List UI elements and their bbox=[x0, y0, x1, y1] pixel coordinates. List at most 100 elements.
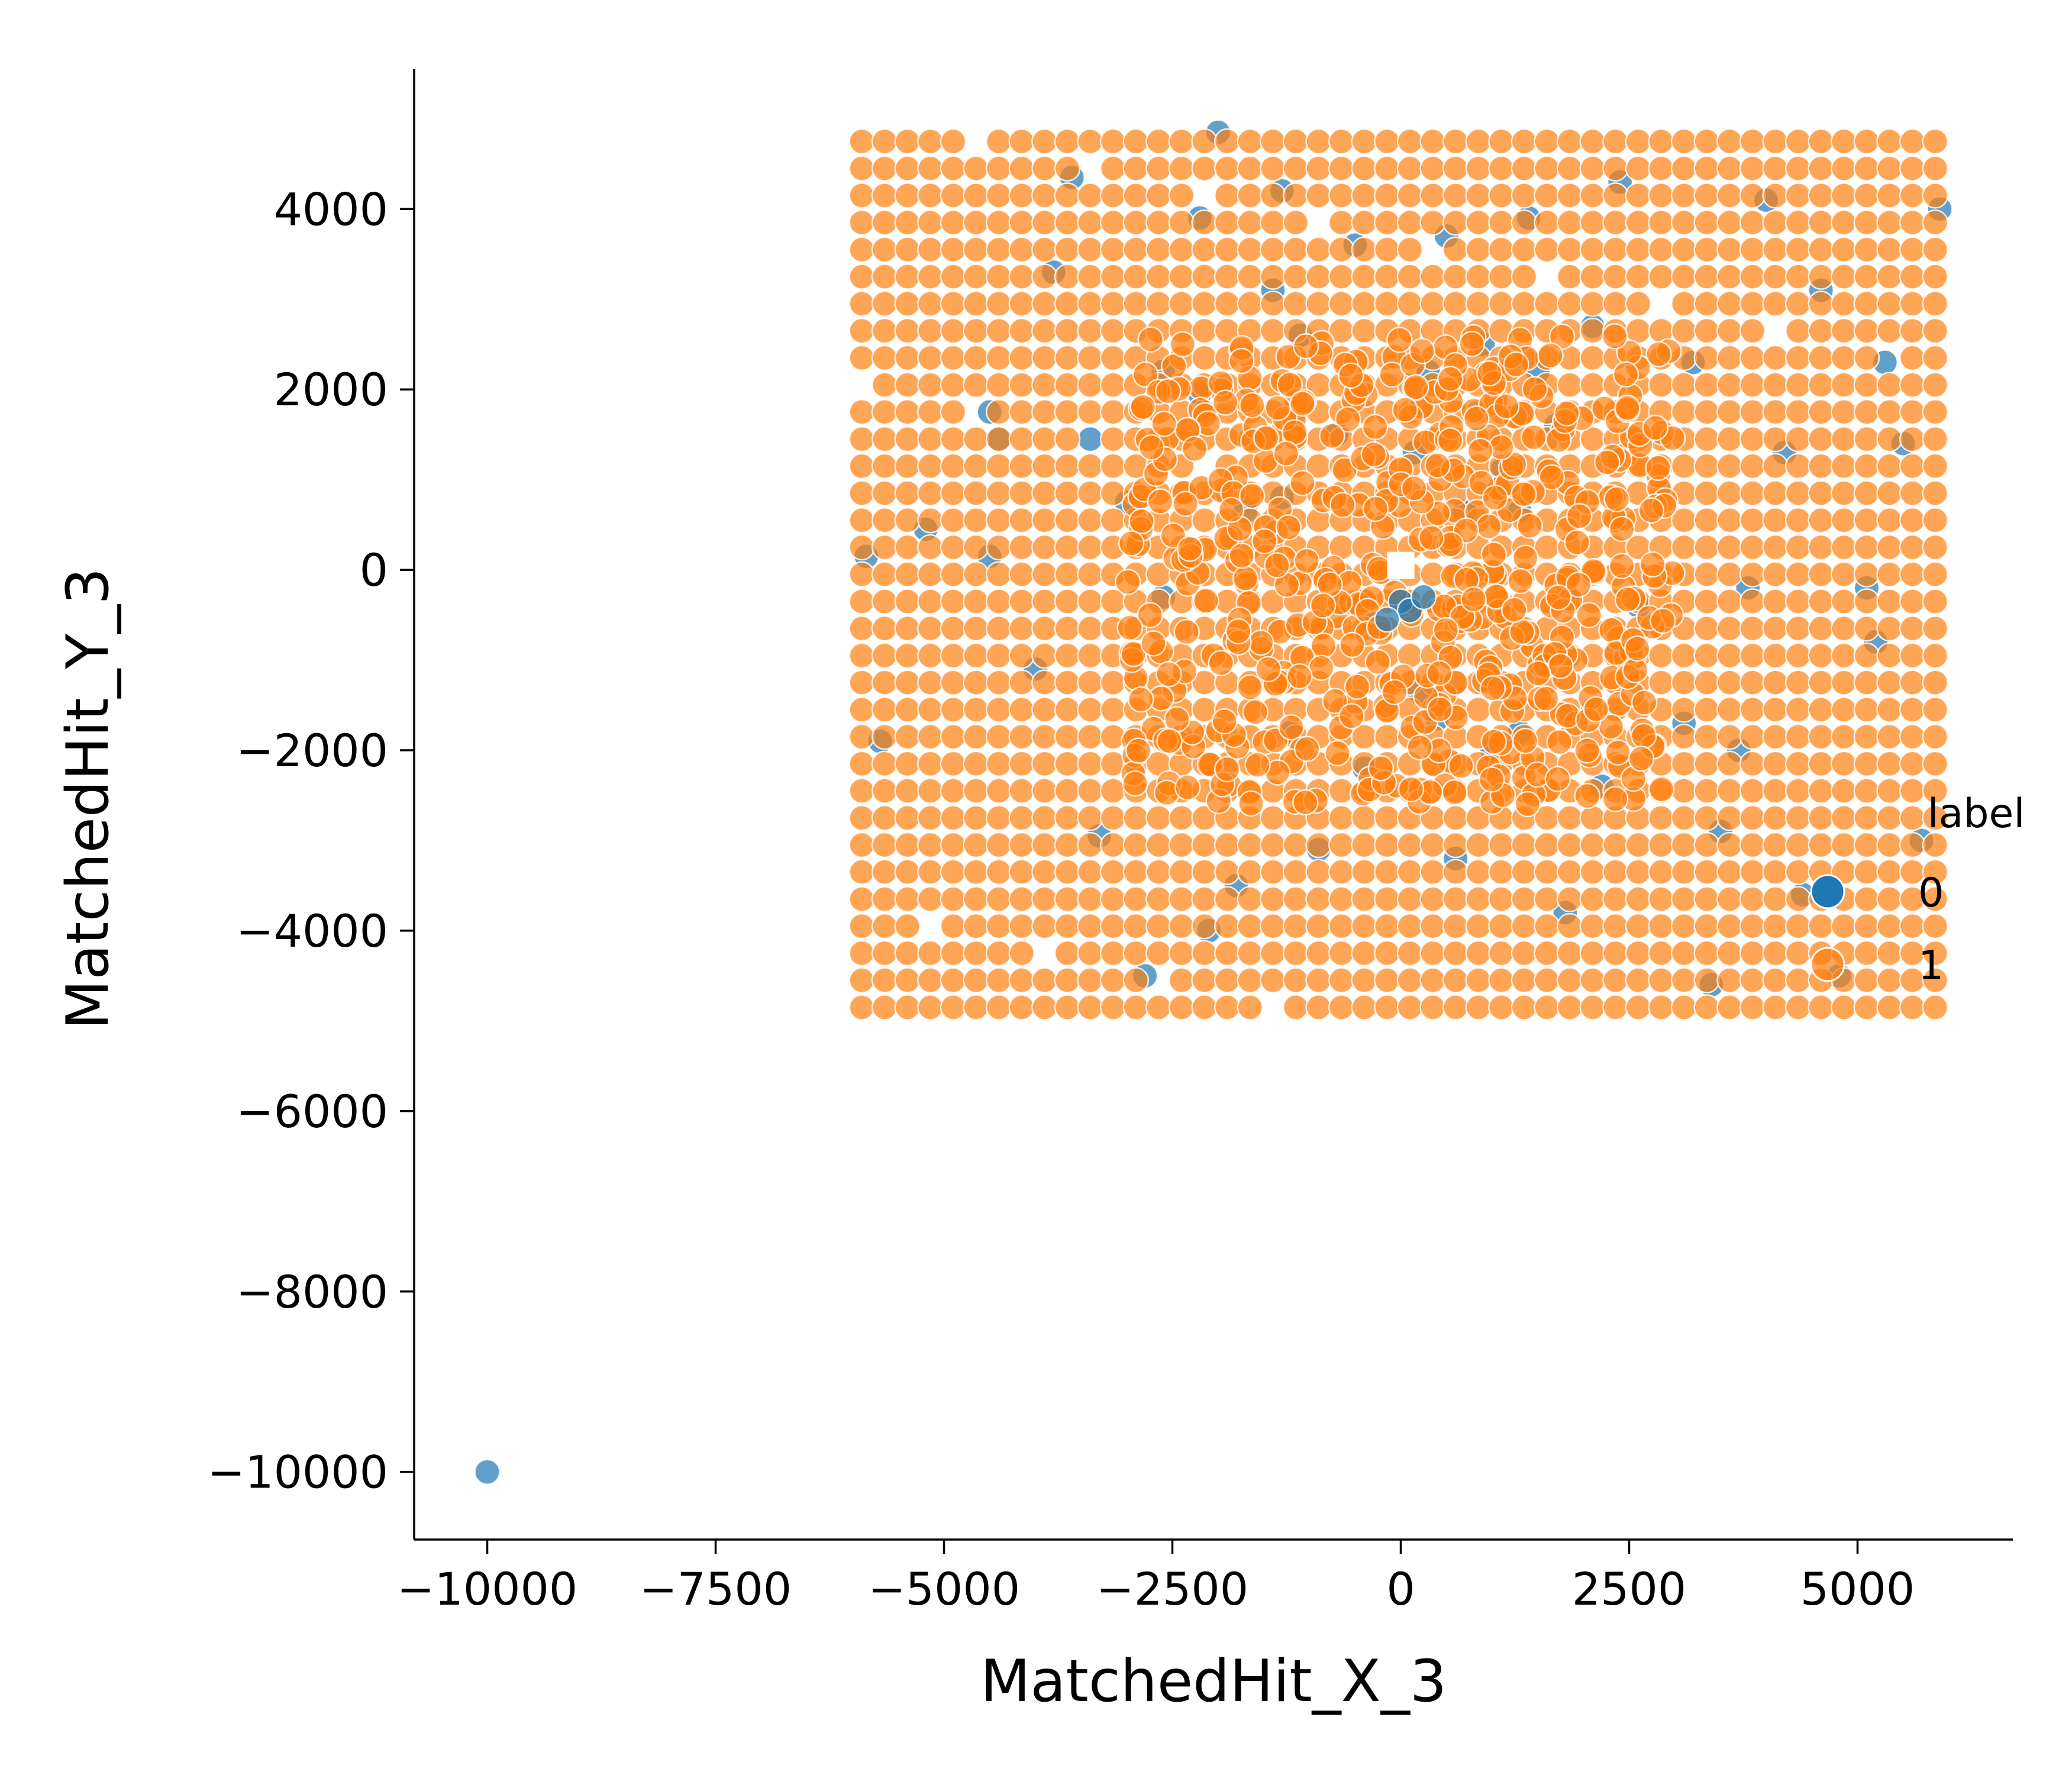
point-label-1 bbox=[1922, 696, 1949, 723]
point-label-1 bbox=[1831, 453, 1857, 480]
point-label-1 bbox=[1784, 291, 1812, 317]
point-label-1 bbox=[1808, 209, 1835, 236]
point-label-1 bbox=[1876, 507, 1903, 534]
point-label-1 bbox=[1853, 831, 1880, 859]
point-label-1 bbox=[985, 615, 1012, 642]
legend-label-0: 0 bbox=[1918, 870, 1944, 917]
point-label-1 bbox=[1876, 372, 1903, 398]
point-label-1 bbox=[1808, 696, 1835, 723]
point-label-1 bbox=[1168, 209, 1195, 236]
point-label-1 bbox=[1784, 859, 1812, 886]
point-label-1 bbox=[1808, 588, 1835, 615]
point-label-1 bbox=[1784, 263, 1812, 290]
point-label-1 bbox=[1374, 831, 1400, 859]
point-label-1 bbox=[1594, 449, 1621, 476]
point-label-1 bbox=[1548, 323, 1576, 350]
point-label-1 bbox=[1831, 399, 1857, 425]
point-label-1 bbox=[1876, 886, 1903, 912]
y-tick-label: −6000 bbox=[236, 1085, 388, 1138]
point-label-1 bbox=[1525, 660, 1551, 687]
point-label-1 bbox=[1116, 614, 1143, 641]
point-label-1 bbox=[1077, 696, 1103, 723]
point-label-1 bbox=[985, 425, 1012, 453]
point-label-1 bbox=[985, 155, 1012, 182]
point-label-1 bbox=[1260, 859, 1286, 886]
point-label-1 bbox=[1739, 696, 1766, 723]
point-label-1 bbox=[1305, 182, 1332, 209]
point-label-1 bbox=[871, 696, 898, 723]
point-label-1 bbox=[1488, 155, 1515, 182]
point-label-1 bbox=[1784, 561, 1812, 588]
point-label-1 bbox=[1237, 263, 1264, 290]
point-label-1 bbox=[917, 534, 944, 561]
point-label-1 bbox=[1648, 263, 1674, 290]
point-label-1 bbox=[1419, 291, 1446, 317]
point-label-1 bbox=[940, 913, 967, 940]
point-label-1 bbox=[1876, 291, 1903, 317]
point-label-1 bbox=[848, 669, 875, 696]
point-label-1 bbox=[1922, 669, 1949, 696]
point-label-1 bbox=[1648, 182, 1674, 209]
point-label-1 bbox=[1351, 831, 1378, 859]
point-label-1 bbox=[1784, 128, 1812, 155]
point-label-1 bbox=[871, 967, 898, 994]
point-label-1 bbox=[917, 507, 944, 534]
point-label-1 bbox=[1574, 737, 1600, 764]
point-label-1 bbox=[894, 805, 921, 831]
point-label-1 bbox=[1282, 236, 1309, 263]
point-label-1 bbox=[1008, 913, 1035, 940]
point-label-1 bbox=[963, 453, 989, 480]
point-label-1 bbox=[1762, 886, 1789, 912]
point-label-1 bbox=[1145, 236, 1172, 263]
point-label-1 bbox=[848, 886, 875, 912]
point-label-1 bbox=[1145, 913, 1172, 940]
point-label-1 bbox=[1739, 940, 1766, 967]
point-label-1 bbox=[871, 777, 898, 804]
point-label-1 bbox=[1922, 859, 1949, 886]
point-label-1 bbox=[1534, 859, 1560, 886]
point-label-1 bbox=[1122, 994, 1150, 1021]
point-label-1 bbox=[940, 886, 967, 912]
point-label-1 bbox=[1876, 805, 1903, 831]
point-label-1 bbox=[1784, 805, 1812, 831]
point-label-1 bbox=[1784, 913, 1812, 940]
point-label-1 bbox=[1077, 940, 1103, 967]
point-label-1 bbox=[1031, 723, 1058, 750]
point-label-1 bbox=[1191, 155, 1218, 182]
point-label-1 bbox=[1853, 805, 1880, 831]
point-label-1 bbox=[1278, 714, 1305, 741]
point-label-1 bbox=[894, 994, 921, 1021]
point-label-1 bbox=[1853, 425, 1880, 453]
point-label-1 bbox=[1670, 777, 1697, 804]
point-label-1 bbox=[848, 155, 875, 182]
point-label-1 bbox=[1648, 831, 1674, 859]
point-label-1 bbox=[1831, 777, 1857, 804]
point-label-1 bbox=[1762, 723, 1789, 750]
point-label-1 bbox=[1008, 344, 1035, 372]
y-ticks: −10000 −8000 −6000 −4000 −2000 0 2000 4000 bbox=[208, 183, 414, 1499]
point-label-1 bbox=[871, 588, 898, 615]
point-label-1 bbox=[1213, 859, 1241, 886]
point-label-1 bbox=[1237, 831, 1264, 859]
point-label-1 bbox=[1282, 128, 1309, 155]
point-label-1 bbox=[1077, 236, 1103, 263]
point-label-1 bbox=[1716, 453, 1743, 480]
point-label-1 bbox=[1716, 859, 1743, 886]
point-label-1 bbox=[1693, 155, 1721, 182]
point-label-1 bbox=[1716, 372, 1743, 398]
point-label-1 bbox=[1762, 291, 1789, 317]
point-label-1 bbox=[1853, 723, 1880, 750]
point-label-1 bbox=[1008, 291, 1035, 317]
point-label-1 bbox=[1556, 940, 1583, 967]
point-label-1 bbox=[1292, 789, 1319, 816]
point-label-1 bbox=[1260, 940, 1286, 967]
point-label-1 bbox=[1716, 317, 1743, 344]
point-label-1 bbox=[1808, 128, 1835, 155]
point-label-1 bbox=[917, 155, 944, 182]
point-label-1 bbox=[1419, 155, 1446, 182]
point-label-1 bbox=[1054, 128, 1081, 155]
point-label-1 bbox=[1853, 994, 1880, 1021]
point-label-1 bbox=[1762, 399, 1789, 425]
point-label-1 bbox=[1534, 940, 1560, 967]
point-label-1 bbox=[1305, 913, 1332, 940]
